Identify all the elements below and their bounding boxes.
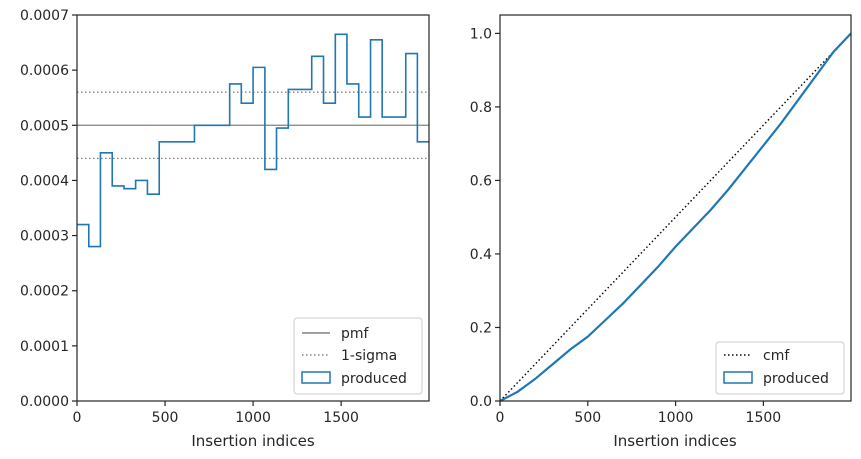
legend-frame — [293, 317, 423, 395]
pmf-xtick-label: 0 — [73, 410, 82, 426]
pmf-xtick-label: 1000 — [235, 410, 271, 426]
pmf-ytick-label: 0.0006 — [20, 63, 69, 79]
pmf-chart-panel: 0 500 1000 1500 0.0000 0.0001 0.0002 0.0003 0.00… — [20, 8, 430, 450]
pmf-chart-marks — [77, 33, 429, 248]
pmf-series-produced — [77, 33, 429, 248]
pmf-ytick-label: 0.0003 — [20, 229, 69, 245]
cmf-ytick-label: 0.4 — [470, 247, 492, 263]
pmf-chart-xlabel: Insertion indices — [191, 432, 314, 450]
cmf-chart-ticks: 0 500 1000 1500 0.0 0.2 0.4 0.6 0.8 1.0 — [470, 26, 781, 426]
legend-produced-label: produced — [341, 371, 407, 387]
cmf-xtick-label: 500 — [574, 410, 601, 426]
cmf-series-cmf — [499, 32, 852, 402]
cmf-ytick-label: 0.8 — [470, 100, 492, 116]
legend-produced-swatch — [301, 371, 331, 384]
cmf-xtick-label: 1500 — [746, 410, 782, 426]
cmf-xtick-label: 1000 — [658, 410, 694, 426]
pmf-ytick-label: 0.0005 — [20, 118, 69, 134]
cmf-ytick-label: 0.0 — [470, 394, 492, 410]
legend-produced-label: produced — [763, 371, 829, 387]
legend-pmf-label: pmf — [341, 326, 370, 342]
legend-produced-swatch — [723, 371, 753, 384]
cmf-chart-panel: 0 500 1000 1500 0.0 0.2 0.4 0.6 0.8 1.0 Insertion… — [470, 14, 852, 450]
pmf-ytick-label: 0.0007 — [20, 8, 69, 24]
pmf-ytick-label: 0.0004 — [20, 173, 69, 189]
cmf-chart-legend: cmf produced — [715, 341, 845, 395]
cmf-chart-marks — [499, 32, 852, 402]
pmf-xtick-label: 1500 — [323, 410, 359, 426]
cmf-ytick-label: 1.0 — [470, 26, 492, 42]
pmf-ytick-label: 0.0001 — [20, 339, 69, 355]
pmf-ytick-label: 0.0002 — [20, 284, 69, 300]
pmf-chart-ticks: 0 500 1000 1500 0.0000 0.0001 0.0002 0.0003 0.00… — [20, 8, 359, 426]
pmf-xtick-label: 500 — [152, 410, 179, 426]
cmf-chart-xlabel: Insertion indices — [613, 432, 736, 450]
pmf-ytick-label: 0.0000 — [20, 394, 69, 410]
cmf-ytick-label: 0.6 — [470, 173, 492, 189]
cmf-xtick-label: 0 — [496, 410, 505, 426]
pmf-chart-legend: pmf 1-sigma produced — [293, 317, 423, 395]
cmf-series-produced — [499, 32, 852, 402]
legend-cmf-label: cmf — [763, 348, 790, 364]
cmf-ytick-label: 0.2 — [470, 320, 492, 336]
legend-1-sigma-label: 1-sigma — [341, 348, 397, 364]
